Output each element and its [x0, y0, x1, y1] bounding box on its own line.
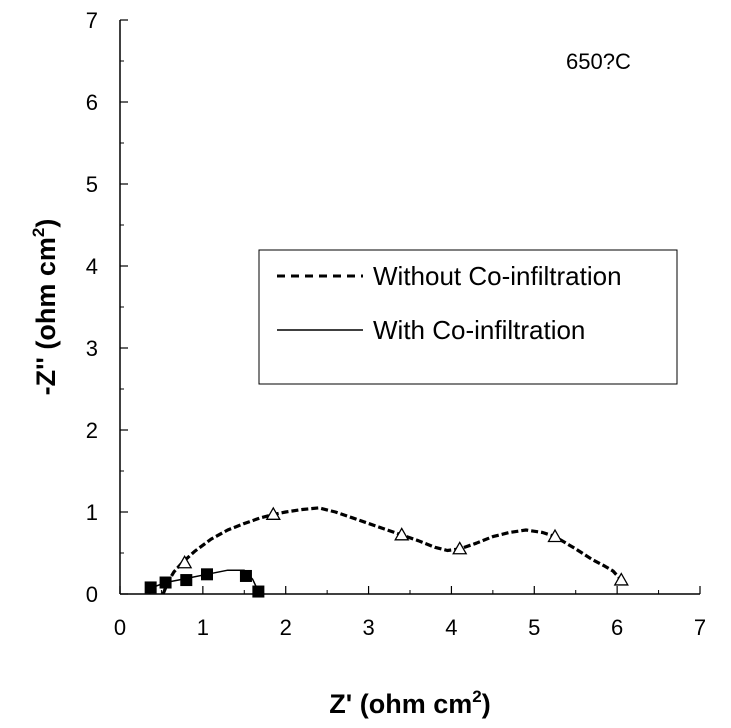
square-point	[180, 574, 193, 587]
series-with-co-infiltration	[144, 568, 265, 598]
x-axis-title: Z' (ohm cm2)	[329, 687, 490, 719]
x-tick-label: 0	[114, 615, 126, 640]
y-axis-ticks: 0 1 2 3 4 5 6 7	[86, 8, 128, 607]
legend-label-without: Without Co-infiltration	[373, 261, 622, 291]
x-tick-label: 3	[362, 615, 374, 640]
x-tick-label: 2	[280, 615, 292, 640]
x-tick-label: 5	[528, 615, 540, 640]
y-tick-label: 0	[86, 582, 98, 607]
x-axis-title-sup: 2	[472, 687, 481, 706]
y-tick-label: 3	[86, 336, 98, 361]
y-tick-label: 7	[86, 8, 98, 33]
legend-box	[258, 249, 678, 385]
x-tick-label: 7	[694, 615, 706, 640]
triangle-point	[265, 506, 281, 520]
x-axis-ticks: 0 1 2 3 4 5 6 7	[114, 586, 706, 640]
series-layer	[144, 506, 629, 598]
square-point	[252, 585, 265, 598]
triangle-point	[452, 541, 468, 555]
triangle-point	[177, 555, 193, 569]
legend-label-with: With Co-infiltration	[373, 315, 585, 345]
y-tick-label: 6	[86, 90, 98, 115]
square-point	[239, 569, 252, 582]
series-line	[161, 506, 623, 595]
y-tick-label: 2	[86, 418, 98, 443]
square-point	[144, 581, 157, 594]
series-without-co-infiltration	[161, 506, 629, 595]
y-tick-label: 5	[86, 172, 98, 197]
legend: Without Co-infiltration With Co-infiltra…	[258, 249, 678, 385]
y-axis-title-sup: 2	[29, 228, 48, 237]
triangle-point	[547, 528, 563, 543]
y-axis-title: -Z'' (ohm cm2)	[29, 219, 61, 396]
y-tick-label: 1	[86, 500, 98, 525]
triangle-point	[394, 527, 410, 541]
square-point	[201, 568, 213, 581]
square-point	[159, 576, 172, 589]
y-tick-label: 4	[86, 254, 98, 279]
x-tick-label: 6	[611, 615, 623, 640]
triangle-point	[613, 572, 629, 586]
temperature-annotation: 650?C	[566, 49, 631, 74]
x-tick-label: 1	[197, 615, 209, 640]
x-tick-label: 4	[445, 615, 457, 640]
